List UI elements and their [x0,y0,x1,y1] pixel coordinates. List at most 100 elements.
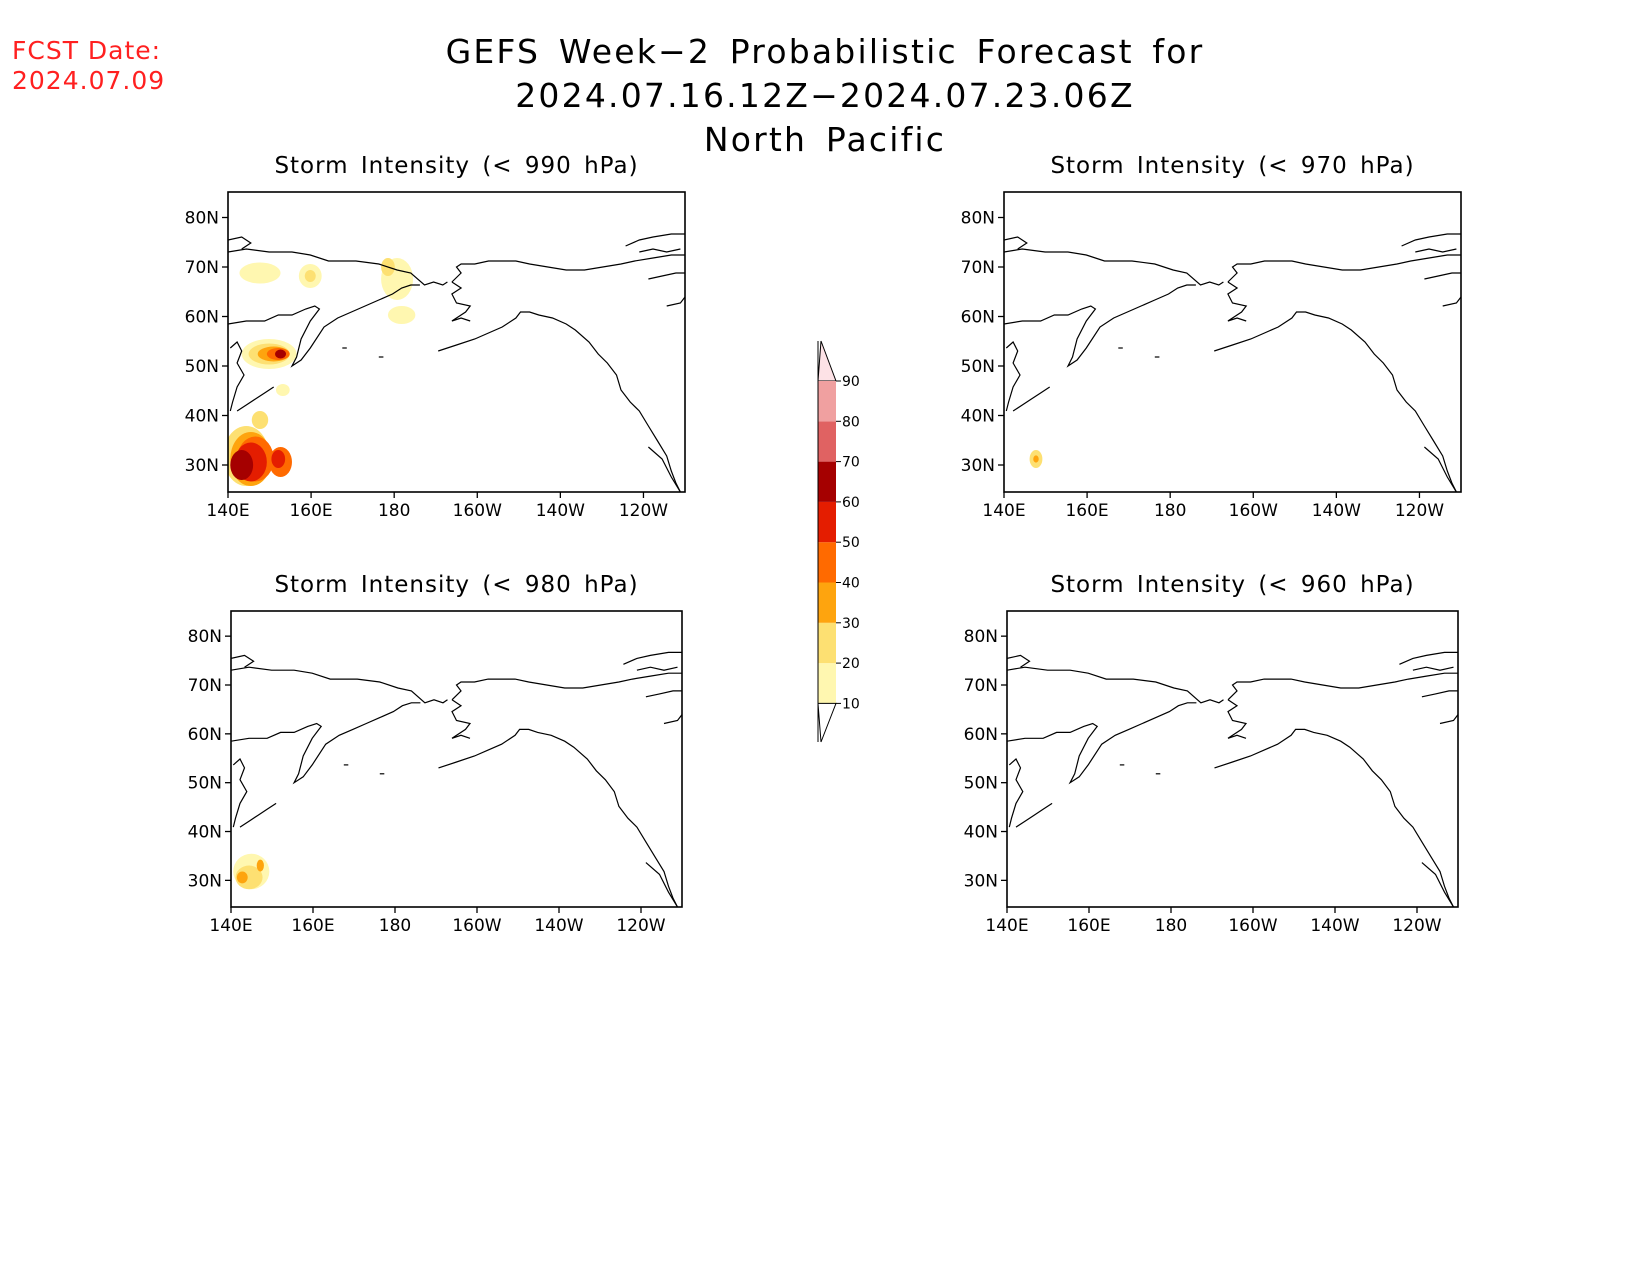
coastline [438,311,681,492]
coastline [1412,666,1454,671]
figure-title-line1: GEFS Week−2 Probabilistic Forecast for 2… [445,32,1205,115]
coastline [1421,690,1458,698]
coastline [1442,296,1461,307]
y-tick-label: 80N [961,209,995,229]
colorbar-bin [818,542,836,583]
y-tick-label: 40N [185,407,219,427]
x-tick-label: 160E [291,916,334,936]
coastline [1424,446,1457,492]
panel-frame [230,610,683,908]
coastline [1004,284,1196,368]
y-tick-label: 70N [961,258,995,278]
x-tick-label: 140E [985,916,1028,936]
x-tick-label: 120W [619,501,668,521]
coastline [231,702,421,785]
x-tick-label: 120W [1392,916,1441,936]
colorbar-tick-label: 30 [842,616,860,632]
forecast-date-value: 2024.07.09 [12,66,166,95]
coastline [438,728,679,907]
colorbar-bin [818,381,836,422]
colorbar-tick-label: 10 [842,696,860,712]
colorbar-tick-label: 20 [842,656,860,672]
panel-frame [227,191,686,493]
coastline [645,862,679,907]
y-tick-label: 80N [185,209,219,229]
x-tick-label: 160E [289,501,332,521]
probability-shading [239,262,281,284]
probability-shading [275,349,287,359]
coastline [451,672,682,701]
map-panel-4: 140E 160E 180 160W 140W 120W 80N 70N 60N 50N 40N 30… [964,572,1459,936]
coastline [1007,654,1031,668]
coastline [645,690,682,698]
coastline [1214,311,1457,492]
y-tick-label: 60N [961,308,995,328]
x-tick-label: 160W [452,916,501,936]
coastline [1007,702,1197,785]
coastline [1004,236,1028,250]
forecast-date: FCST Date: 2024.07.09 [12,36,165,96]
probability-shading [275,384,290,396]
figure-title: GEFS Week−2 Probabilistic Forecast for 2… [180,30,1470,162]
x-tick-label: 140W [1312,501,1361,521]
y-tick-label: 60N [185,308,219,328]
coastline [1227,254,1461,283]
x-tick-label: 140W [1310,916,1359,936]
map-panel-1: 140E 160E 180 160W 140W 120W 80N 70N 60N 50N 40N 30… [185,153,686,521]
y-tick-label: 40N [188,823,222,843]
colorbar-tick-label: 80 [842,414,860,430]
panel-plot-area [231,651,682,907]
coastline [228,236,252,250]
panel-title: Storm Intensity (< 980 hPa) [274,572,638,598]
y-tick-label: 40N [964,823,998,843]
colorbar-bin [818,421,836,462]
coastline [1015,802,1053,828]
panel-frame [1003,191,1462,493]
y-tick-label: 50N [188,774,222,794]
y-tick-label: 30N [964,871,998,891]
coastline [625,233,685,247]
y-tick-label: 40N [961,407,995,427]
probability-shading [304,270,316,282]
coastline [623,651,682,665]
panel-plot-area [1007,651,1458,907]
colorbar-tick-label: 40 [842,576,860,592]
map-panel-3: 140E 160E 180 160W 140W 120W 80N 70N 60N 50N 40N 30… [188,572,683,936]
probability-shading [1033,455,1039,463]
coastline [236,386,275,412]
x-tick-label: 140E [209,916,252,936]
x-tick-label: 140E [982,501,1025,521]
y-tick-label: 50N [185,357,219,377]
coastline [231,654,255,668]
coastline [451,254,685,283]
coastline [1005,341,1021,412]
probability-shading [256,859,264,872]
x-tick-label: 180 [379,916,411,936]
panel-title: Storm Intensity (< 990 hPa) [274,153,638,179]
panel-title: Storm Intensity (< 970 hPa) [1050,153,1414,179]
figure-title-line2: North Pacific [703,120,947,159]
coastline [228,248,448,286]
colorbar-bottom-triangle [817,702,837,743]
coastline [636,666,678,671]
x-tick-label: 140W [534,916,583,936]
y-tick-label: 70N [188,676,222,696]
y-tick-label: 80N [964,627,998,647]
coastline [1007,666,1224,704]
coastline [1399,651,1458,665]
panel-frame [1006,610,1459,908]
coastline [663,714,682,725]
y-tick-label: 70N [185,258,219,278]
x-tick-label: 160E [1065,501,1108,521]
y-tick-label: 80N [188,627,222,647]
colorbar-bin [818,501,836,543]
colorbar-bin [818,663,836,704]
coastline [1439,714,1458,725]
probability-shading [230,450,254,480]
coastline [229,341,245,412]
coastline [1401,233,1461,247]
colorbar-bin [818,582,836,623]
coastline [639,248,681,253]
panel-plot-area [228,233,685,492]
